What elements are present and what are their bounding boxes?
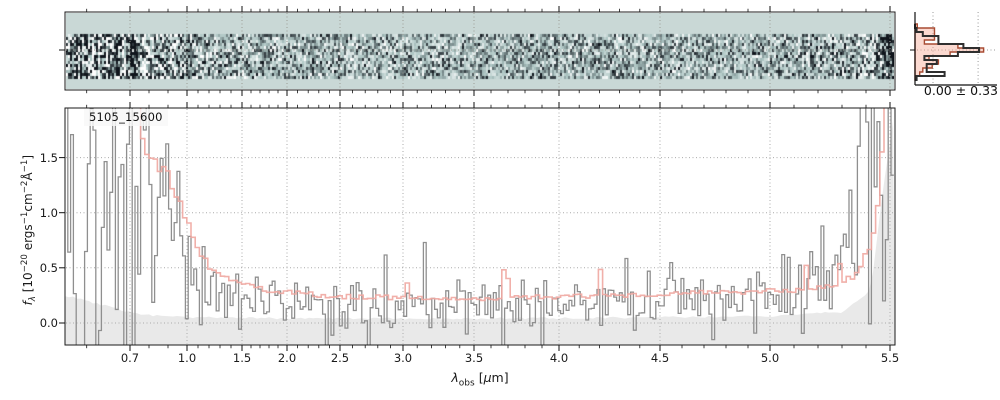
x-tick-label: 3.5 — [464, 351, 484, 365]
source-id-label: 5105_15600 — [84, 109, 168, 126]
main-panel-frame — [64, 107, 896, 346]
spectrum-2d-frame — [64, 11, 896, 91]
y-tick-label: 1.0 — [39, 205, 58, 220]
x-tick-label: 2.0 — [277, 351, 297, 365]
x-tick-label: 5.5 — [880, 351, 900, 365]
axis-label-part: μ — [483, 370, 492, 385]
spectrum-2d-image — [66, 13, 894, 89]
flux-spectrum-line — [67, 108, 894, 345]
x-tick-label: 5.0 — [760, 351, 780, 365]
axis-label-part: −2 — [19, 180, 30, 194]
axis-label-part: m — [491, 370, 504, 385]
x-tick-label: 1.0 — [177, 351, 197, 365]
axis-label-part: obs — [458, 378, 475, 389]
axis-label-part: ergs — [20, 224, 35, 255]
x-tick-label: 2.5 — [330, 351, 350, 365]
axis-label-part: [10 — [20, 272, 35, 297]
x-tick-label: 1.5 — [232, 351, 252, 365]
axis-label-part: ] — [503, 370, 509, 385]
axis-label-part: f — [20, 301, 35, 306]
x-tick-label: 4.0 — [549, 351, 569, 365]
y-tick-label: 1.5 — [39, 150, 58, 165]
x-tick-label: 4.5 — [650, 351, 670, 365]
axis-label-part: λ — [28, 296, 39, 302]
histogram-stat-label: 0.00 ± 0.33 — [923, 83, 998, 98]
axis-label-part: λ — [451, 370, 459, 385]
x-tick-label: 0.7 — [120, 351, 140, 365]
axis-label-part: Å — [20, 172, 35, 181]
axis-label-part: [ — [474, 370, 484, 385]
hist-dark — [914, 24, 980, 81]
y-tick-label: 0.5 — [39, 260, 58, 275]
x-tick-label: 3.0 — [393, 351, 413, 365]
x-axis-label: λobs [μm] — [380, 370, 580, 389]
uncertainty-line — [139, 108, 885, 302]
y-tick-label: 0.0 — [39, 315, 58, 330]
